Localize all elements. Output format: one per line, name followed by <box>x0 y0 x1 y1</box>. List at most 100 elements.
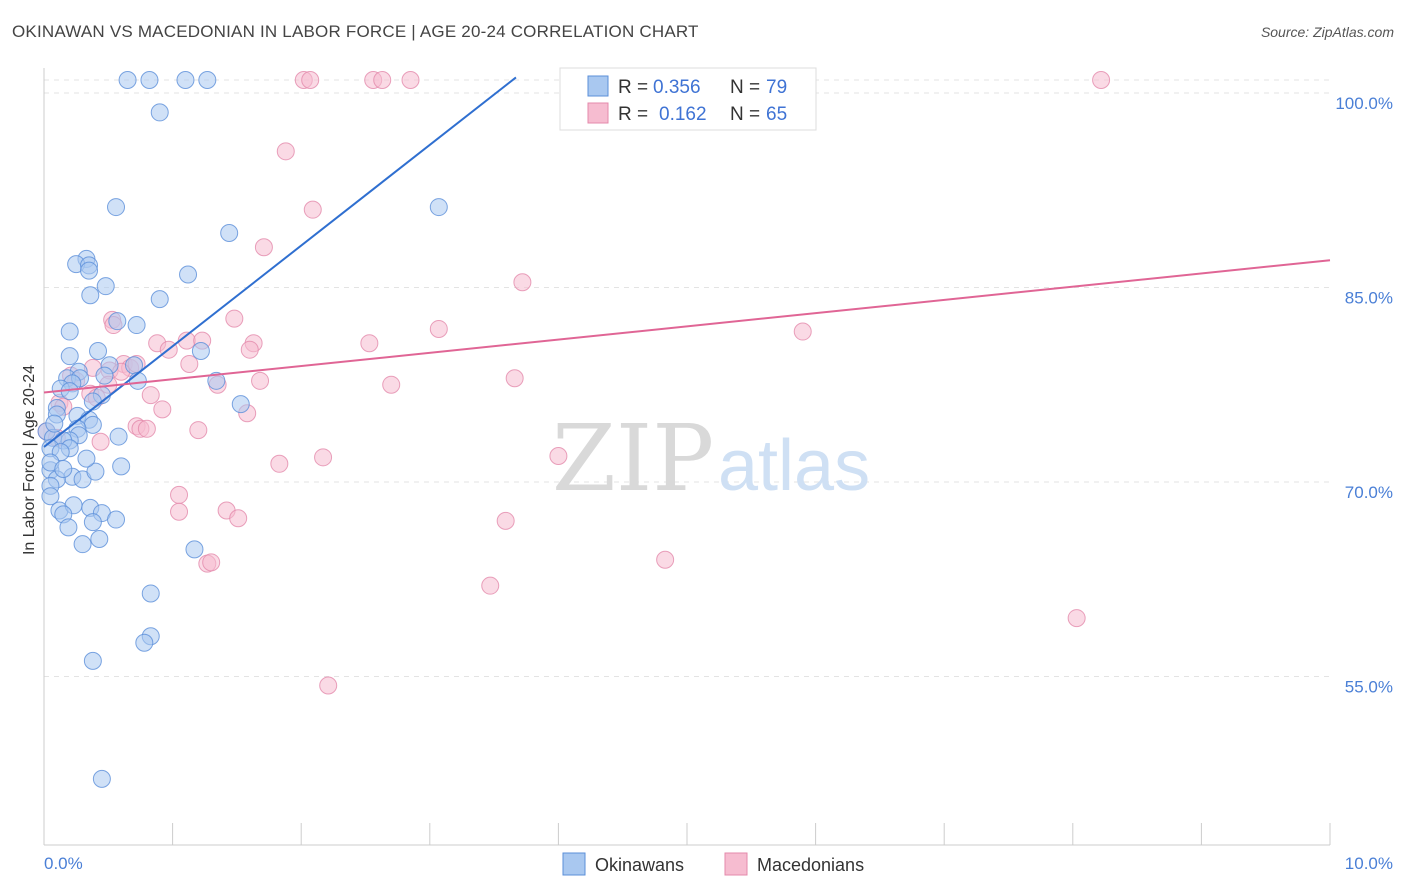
okinawan-point-15 <box>150 290 169 309</box>
macedonian-point-4 <box>401 71 420 89</box>
macedonian-point-58 <box>496 511 515 530</box>
y-tick-label-3: 100.0% <box>1335 94 1393 113</box>
okinawan-point-21 <box>89 341 108 360</box>
okinawan-point-70 <box>135 633 154 652</box>
y-tick-labels: 55.0% 70.0% 85.0% 100.0% <box>1335 94 1393 696</box>
macedonian-point-11 <box>225 309 244 328</box>
okinawan-point-49 <box>109 427 128 446</box>
grid-lines <box>44 79 1330 677</box>
macedonian-point-64 <box>319 676 338 695</box>
macedonian-point-47 <box>189 421 208 440</box>
macedonian-point-7 <box>276 142 295 161</box>
okinawan-point-63 <box>83 513 102 532</box>
okinawan-point-4 <box>150 103 169 122</box>
legend-r-value-2: 0.162 <box>659 104 707 125</box>
macedonian-point-52 <box>314 448 333 467</box>
macedonian-point-12 <box>429 319 448 338</box>
macedonian-point-57 <box>229 509 248 528</box>
okinawan-point-64 <box>59 518 78 537</box>
y-tick-label-0: 55.0% <box>1345 677 1393 696</box>
okinawan-point-75 <box>86 462 105 481</box>
okinawan-point-0 <box>118 71 137 89</box>
okinawan-point-68 <box>141 584 160 603</box>
okinawan-point-5 <box>107 198 126 217</box>
macedonian-point-55 <box>170 502 189 521</box>
stats-legend: R = 0.356 N = 79 R = 0.162 N = 65 <box>559 67 817 131</box>
okinawan-point-19 <box>191 341 210 360</box>
macedonian-point-37 <box>141 386 160 405</box>
okinawan-point-30 <box>128 371 147 390</box>
macedonian-point-22 <box>240 340 259 359</box>
macedonian-point-1 <box>301 71 320 89</box>
okinawan-point-66 <box>73 535 92 554</box>
macedonian-point-34 <box>505 369 524 388</box>
okinawan-point-25 <box>95 366 114 385</box>
okinawan-point-65 <box>90 530 109 548</box>
legend-n-label-1: N = <box>730 77 760 98</box>
macedonian-point-15 <box>793 322 812 341</box>
macedonian-point-23 <box>180 354 199 373</box>
macedonian-point-33 <box>251 371 270 390</box>
bottom-swatch-okinawans <box>562 852 586 876</box>
watermark: ZIP atlas <box>552 405 870 512</box>
okinawan-point-67 <box>185 540 204 559</box>
macedonian-point-42 <box>153 400 172 419</box>
legend-r-value-1: 0.356 <box>653 77 701 98</box>
macedonian-point-35 <box>382 375 401 394</box>
y-tick-label-1: 70.0% <box>1345 483 1393 502</box>
x-tick-label-0: 0.0% <box>44 854 83 873</box>
okinawan-point-56 <box>41 487 60 506</box>
okinawan-point-18 <box>60 322 79 341</box>
y-tick-label-2: 85.0% <box>1345 288 1393 307</box>
macedonians-trend-line <box>43 259 1331 394</box>
okinawan-point-6 <box>429 198 448 217</box>
okinawan-point-3 <box>198 71 217 89</box>
macedonians-points <box>37 71 1111 695</box>
legend-r-label-2: R = <box>618 104 648 125</box>
okinawan-point-7 <box>220 224 239 242</box>
legend-n-label-2: N = <box>730 104 760 125</box>
x-tick-labels: 0.0% 10.0% <box>44 854 1393 873</box>
macedonian-point-63 <box>1067 609 1086 628</box>
legend-n-value-1: 79 <box>766 77 787 98</box>
okinawans-points <box>37 71 448 788</box>
legend-n-value-2: 65 <box>766 104 787 125</box>
macedonian-point-6 <box>1092 71 1111 89</box>
bottom-swatch-macedonians <box>724 852 748 876</box>
macedonian-point-46 <box>137 419 156 438</box>
macedonian-point-54 <box>170 485 189 504</box>
series-legend: Okinawans Macedonians <box>562 852 864 876</box>
watermark-zip: ZIP <box>552 405 714 512</box>
okinawan-point-72 <box>92 769 111 788</box>
macedonian-point-10 <box>513 273 532 292</box>
okinawan-point-74 <box>54 459 73 478</box>
macedonian-point-60 <box>202 553 221 572</box>
okinawan-point-77 <box>45 414 64 433</box>
macedonian-point-48 <box>91 432 110 451</box>
macedonian-point-61 <box>656 550 675 569</box>
okinawan-point-71 <box>83 651 102 670</box>
okinawans-trend-line <box>43 76 517 448</box>
watermark-atlas: atlas <box>718 426 870 506</box>
okinawan-point-20 <box>60 347 79 366</box>
okinawan-point-12 <box>179 265 198 284</box>
okinawan-point-1 <box>140 71 159 89</box>
okinawan-point-35 <box>231 395 250 414</box>
okinawan-point-17 <box>127 316 146 335</box>
macedonian-point-62 <box>481 576 500 595</box>
okinawan-point-11 <box>80 261 99 280</box>
bottom-legend-okinawans: Okinawans <box>595 855 684 875</box>
chart-title: OKINAWAN VS MACEDONIAN IN LABOR FORCE | … <box>12 22 699 41</box>
x-tick-label-1: 10.0% <box>1345 854 1393 873</box>
macedonian-point-8 <box>303 200 322 219</box>
okinawan-point-62 <box>107 510 126 529</box>
macedonian-point-9 <box>254 238 273 257</box>
okinawan-point-78 <box>77 449 96 468</box>
macedonian-point-20 <box>360 334 379 353</box>
okinawan-point-16 <box>108 312 127 331</box>
okinawan-point-76 <box>112 457 131 476</box>
okinawan-point-31 <box>207 371 226 390</box>
okinawan-point-2 <box>176 71 195 89</box>
trend-lines <box>43 76 1331 448</box>
